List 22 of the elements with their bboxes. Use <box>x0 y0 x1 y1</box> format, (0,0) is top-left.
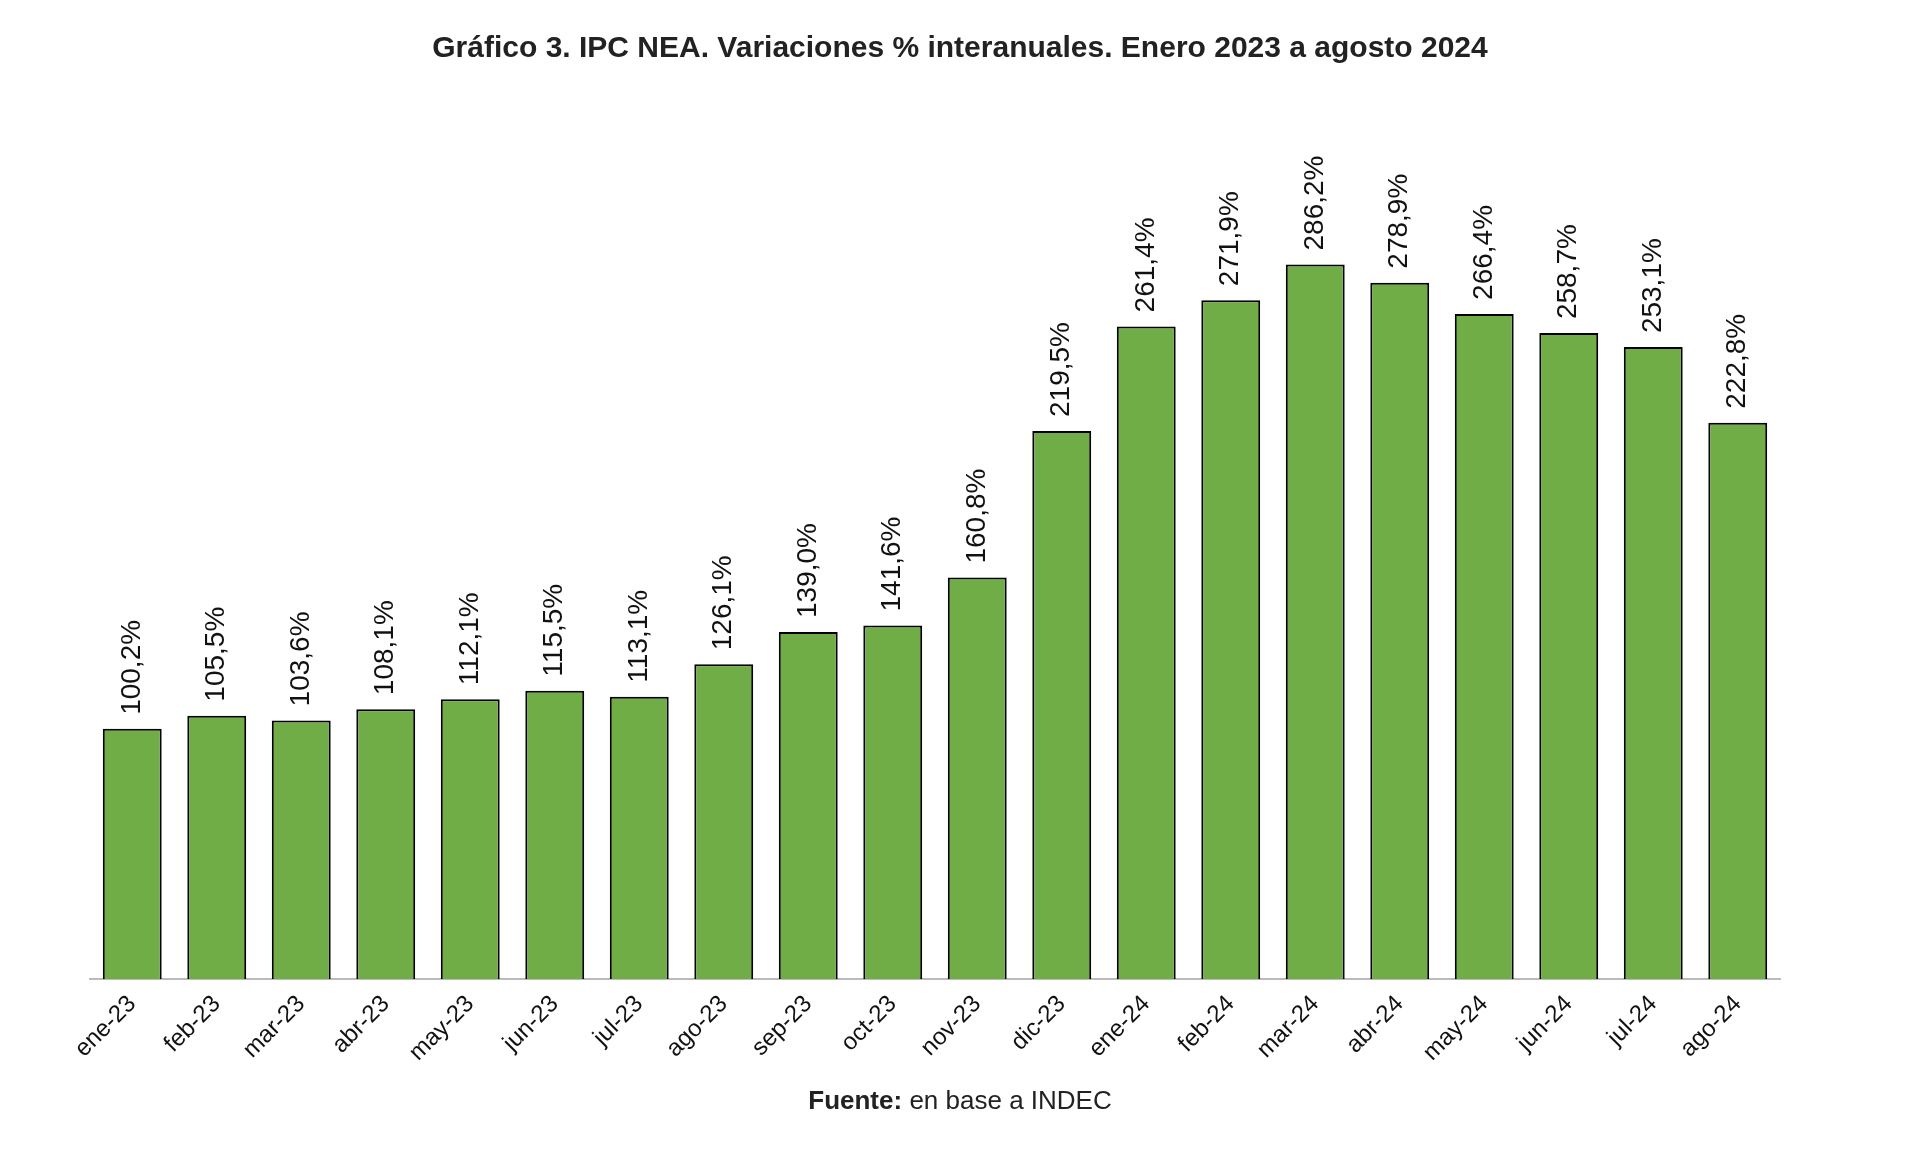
data-label: 286,2% <box>1297 155 1329 251</box>
data-label: 278,9% <box>1382 173 1414 269</box>
data-label: 222,8% <box>1720 313 1752 409</box>
data-label: 271,9% <box>1213 191 1245 287</box>
data-label: 112,1% <box>452 592 484 686</box>
data-label: 160,8% <box>959 468 991 564</box>
data-label: 141,6% <box>875 516 907 612</box>
data-label: 139,0% <box>790 523 822 618</box>
data-label: 105,5% <box>199 606 231 702</box>
data-label: 219,5% <box>1044 322 1076 417</box>
data-label: 108,1% <box>368 600 400 696</box>
source-note: Fuente: en base a INDEC <box>807 1085 1113 1116</box>
data-label: 258,7% <box>1551 224 1583 320</box>
data-label: 126,1% <box>706 555 738 651</box>
data-label: 266,4% <box>1466 204 1498 300</box>
data-label: 115,5% <box>537 583 569 677</box>
data-label: 103,6% <box>283 611 315 707</box>
data-label: 261,4% <box>1128 217 1160 313</box>
data-label: 113,1% <box>621 589 653 683</box>
data-label: 253,1% <box>1635 238 1667 334</box>
data-label: 100,2% <box>114 619 146 715</box>
chart-title: Gráfico 3. IPC NEA. Variaciones % interanuales. Enero 2023 a agosto 2024 <box>431 30 1489 64</box>
